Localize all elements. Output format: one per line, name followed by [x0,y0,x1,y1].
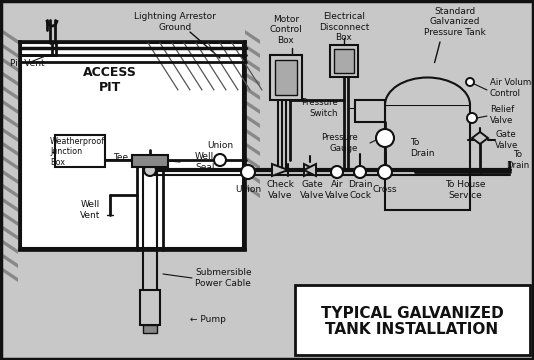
Circle shape [144,164,156,176]
Polygon shape [3,212,18,226]
Text: Weatherproof
Junction
Box: Weatherproof Junction Box [50,137,105,167]
Circle shape [467,113,477,123]
Bar [55,135,105,167]
Text: ACCESS
PIT: ACCESS PIT [83,66,137,94]
Circle shape [214,154,226,166]
Text: Gate
Valve: Gate Valve [495,130,519,150]
Circle shape [241,165,255,179]
Polygon shape [3,198,18,212]
Polygon shape [3,268,18,282]
Bar [140,290,160,325]
Text: Electrical
Disconnect
Box: Electrical Disconnect Box [319,12,369,42]
Polygon shape [3,72,18,86]
Bar [21,43,243,248]
Circle shape [331,166,343,178]
Text: Drain
Cock: Drain Cock [348,180,372,200]
Polygon shape [245,128,260,142]
Bar [18,248,246,251]
Polygon shape [3,226,18,240]
Polygon shape [245,156,260,170]
Wedge shape [385,63,470,105]
Circle shape [466,78,474,86]
Text: Lightning Arrestor
Ground: Lightning Arrestor Ground [134,12,216,32]
Polygon shape [245,100,260,114]
Polygon shape [3,114,18,128]
Polygon shape [245,44,260,58]
Polygon shape [3,142,18,156]
Text: Relief
Valve: Relief Valve [490,105,514,125]
Bar [295,285,530,355]
Polygon shape [245,114,260,128]
Text: Motor
Control
Box: Motor Control Box [270,15,302,45]
Polygon shape [3,156,18,170]
Text: ← Pump: ← Pump [190,315,226,324]
Polygon shape [3,58,18,72]
Text: To
Drain: To Drain [410,138,435,158]
Text: Submersible
Power Cable: Submersible Power Cable [195,268,252,288]
Polygon shape [3,44,18,58]
Circle shape [354,166,366,178]
Polygon shape [304,164,316,176]
Text: Standard
Galvanized
Pressure Tank: Standard Galvanized Pressure Tank [424,7,486,37]
Polygon shape [3,86,18,100]
Polygon shape [245,30,260,44]
Text: Well
Vent: Well Vent [80,200,100,220]
Bar [270,55,302,100]
Polygon shape [245,58,260,72]
Polygon shape [3,184,18,198]
Polygon shape [3,100,18,114]
Polygon shape [304,164,316,176]
Bar [334,49,354,73]
Text: Check
Valve: Check Valve [266,180,294,200]
Text: Union: Union [235,185,261,194]
Bar [143,325,157,333]
Text: Tee: Tee [113,153,128,162]
Text: Air Volume
Control: Air Volume Control [490,78,534,98]
Polygon shape [3,170,18,184]
Bar [18,40,21,250]
Circle shape [376,129,394,147]
Text: Pressure
Gauge: Pressure Gauge [321,133,358,153]
Polygon shape [245,72,260,86]
Text: Air
Valve: Air Valve [325,180,349,200]
Polygon shape [3,128,18,142]
Circle shape [378,165,392,179]
Polygon shape [245,170,260,184]
Text: Cross: Cross [373,185,397,194]
Polygon shape [3,240,18,254]
Bar [243,40,246,250]
Bar [18,40,246,43]
Text: To
Drain: To Drain [506,150,530,170]
Polygon shape [3,30,18,44]
Text: Union: Union [207,140,233,149]
Bar [355,100,385,122]
Polygon shape [272,164,288,176]
Bar [132,155,168,167]
Text: Pit Vent: Pit Vent [10,58,45,68]
Polygon shape [472,132,488,144]
Text: TYPICAL GALVANIZED: TYPICAL GALVANIZED [320,306,504,320]
Bar [385,105,470,210]
Text: To House
Service: To House Service [445,180,485,200]
Polygon shape [245,142,260,156]
Text: Well
Seal: Well Seal [195,152,215,172]
Polygon shape [245,86,260,100]
Polygon shape [3,254,18,268]
Polygon shape [245,184,260,198]
Text: Gate
Valve: Gate Valve [300,180,324,200]
Bar [330,45,358,77]
Text: TANK INSTALLATION: TANK INSTALLATION [325,323,499,338]
Bar [275,60,297,95]
Text: Pressure
Switch: Pressure Switch [301,98,338,118]
